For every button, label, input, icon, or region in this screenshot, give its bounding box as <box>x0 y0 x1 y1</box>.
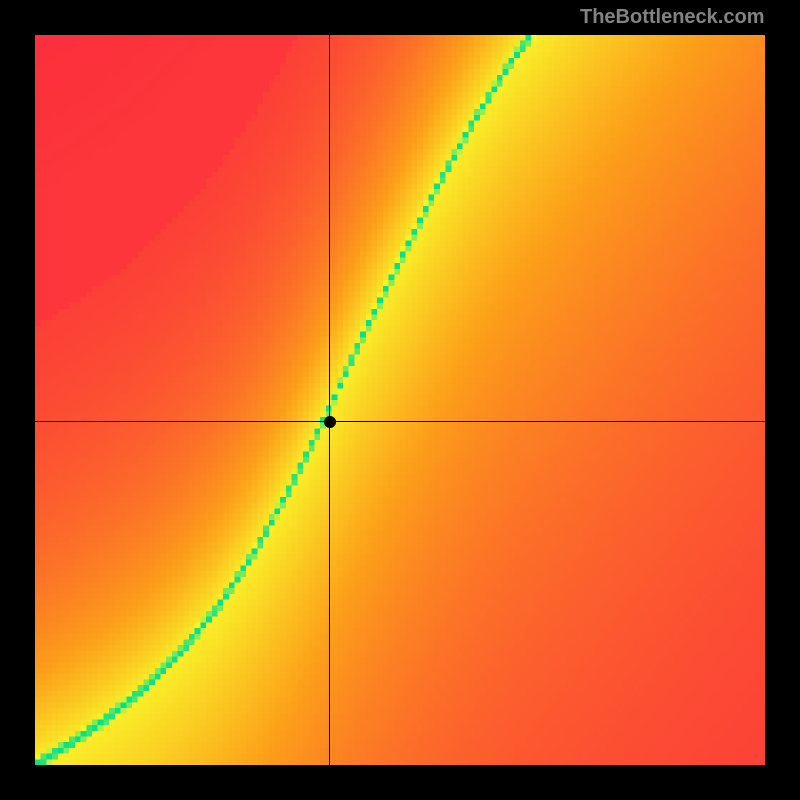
chart-frame <box>0 0 800 800</box>
crosshair-vertical <box>329 35 330 765</box>
crosshair-horizontal <box>35 421 765 422</box>
bottleneck-heatmap <box>35 35 765 765</box>
current-config-marker <box>324 416 336 428</box>
watermark-text: TheBottleneck.com <box>580 6 764 29</box>
